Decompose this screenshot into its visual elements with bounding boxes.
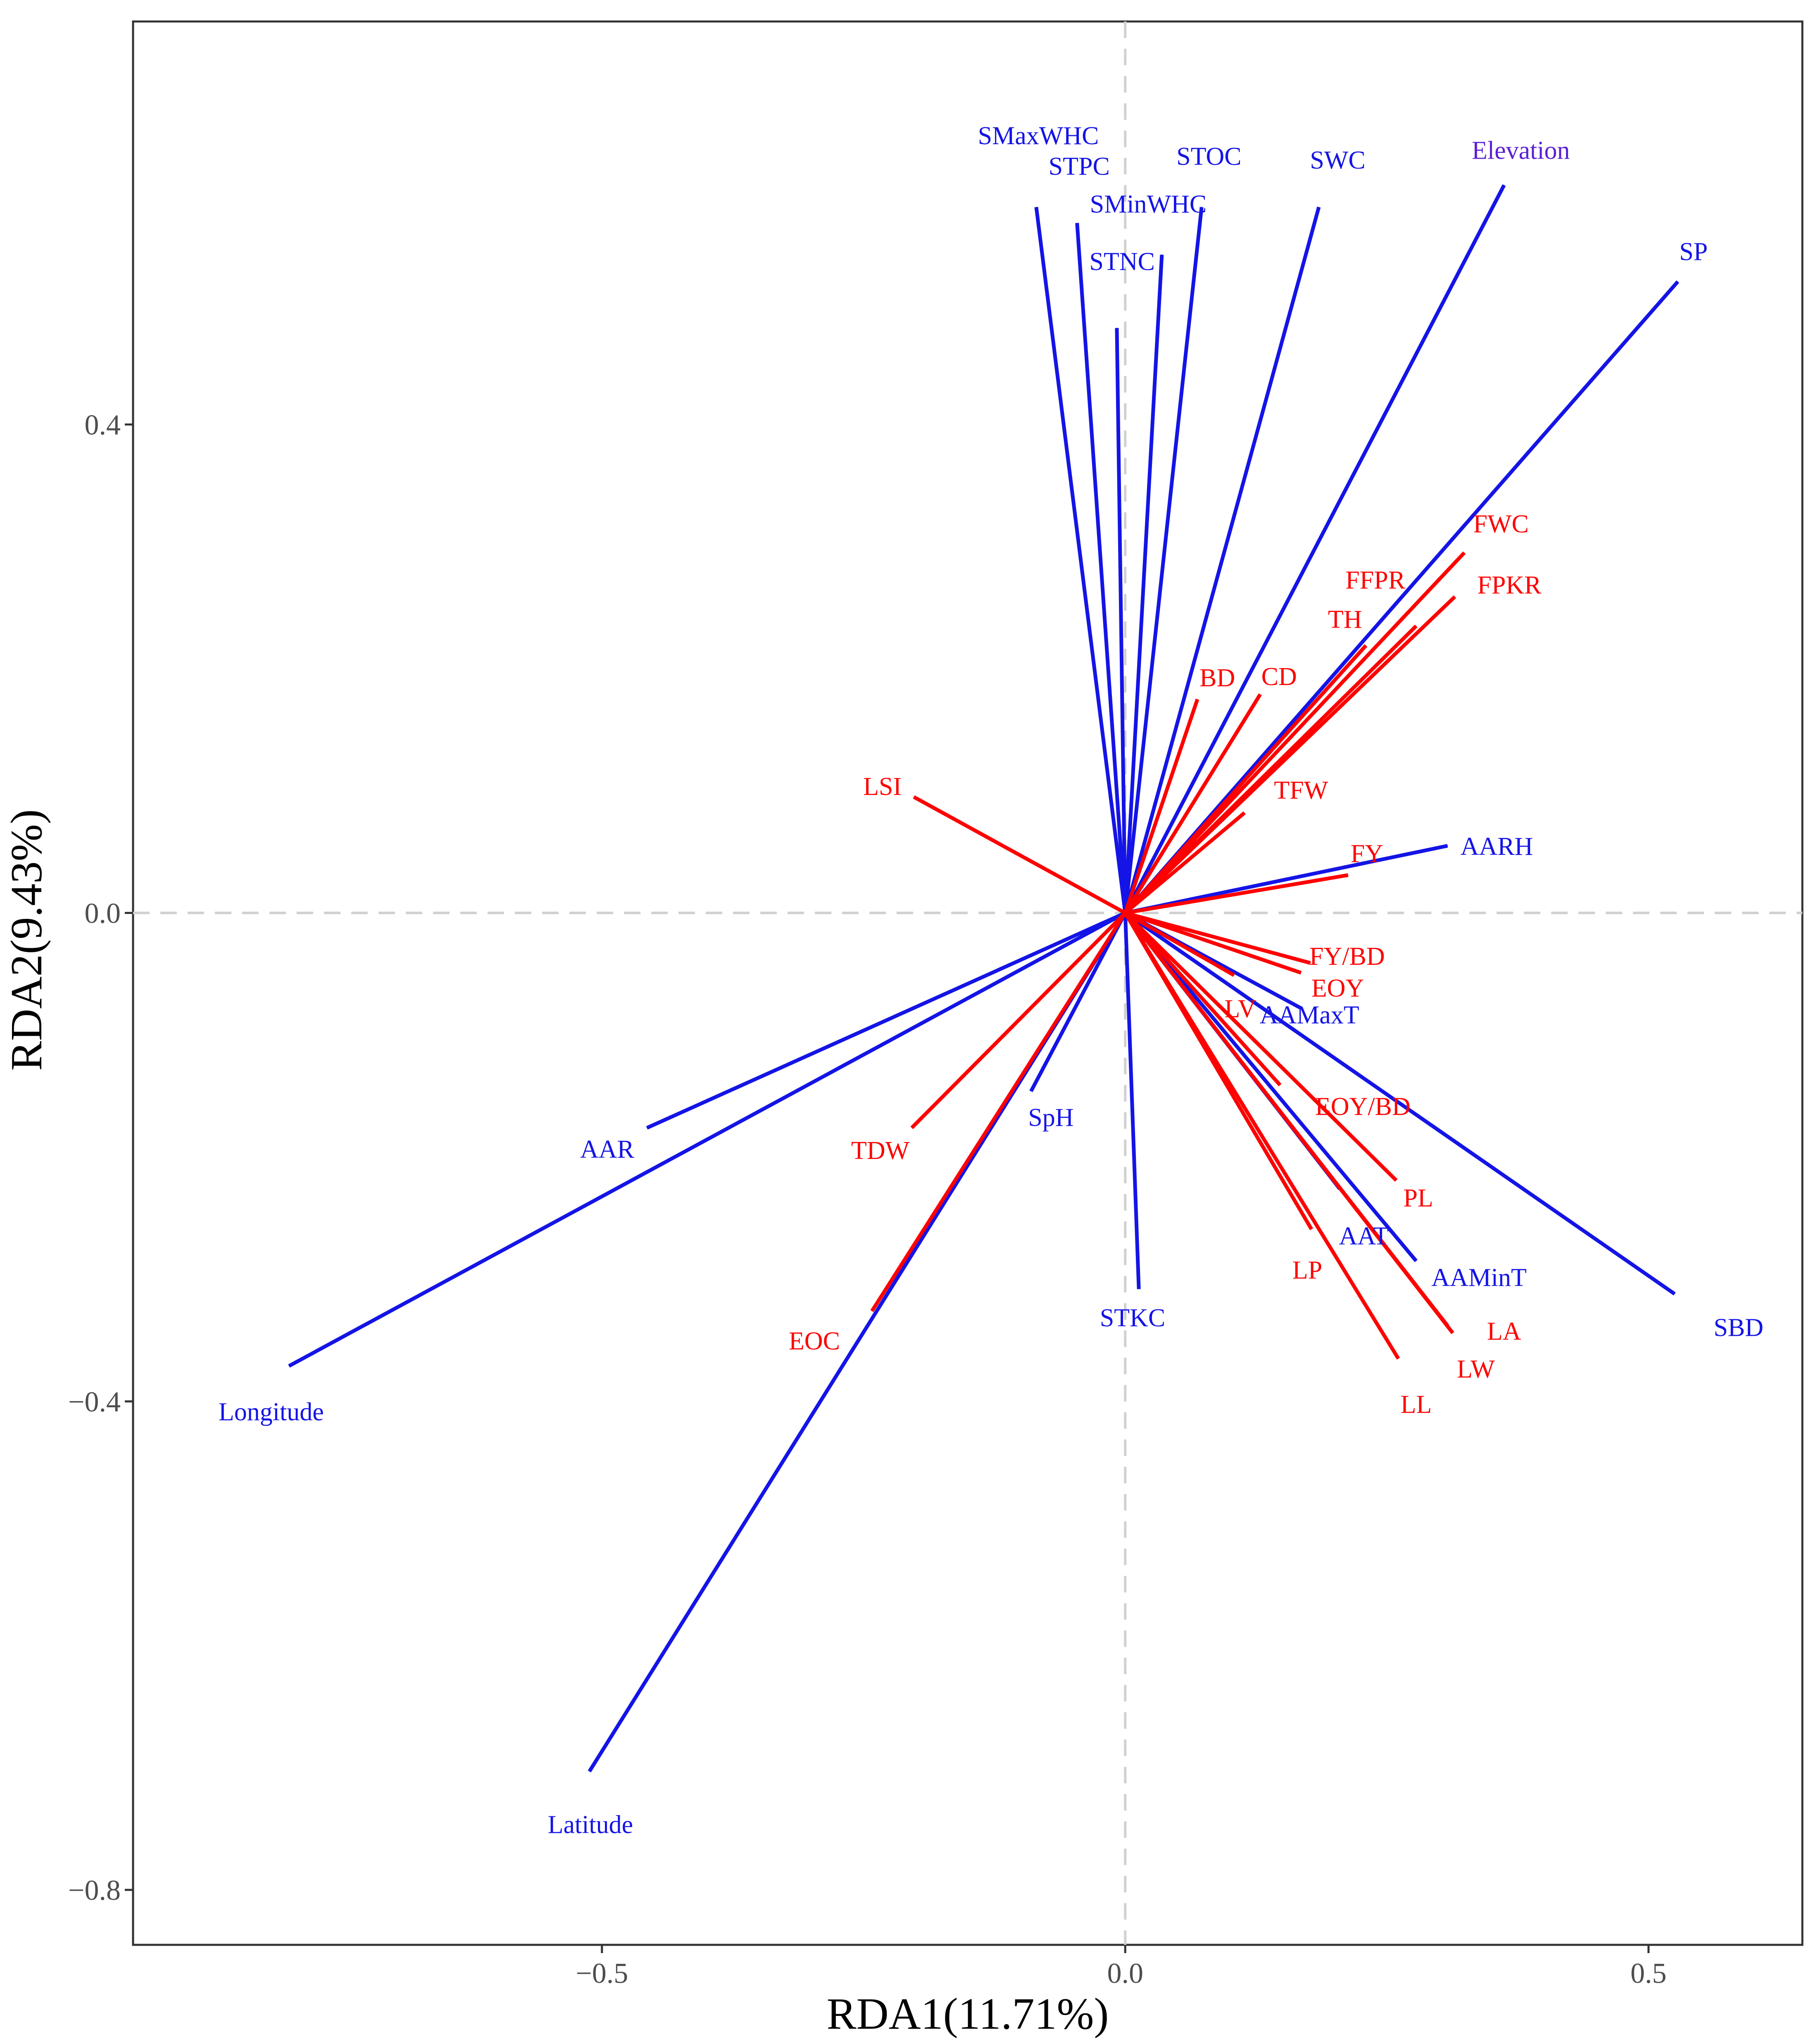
x-tick-label: 0.0 (1107, 1958, 1143, 1989)
vector-label-stpc: STPC (1049, 152, 1110, 181)
y-tick-label: 0.4 (85, 409, 121, 441)
vector-longitude (288, 911, 1126, 1368)
vector-cd (1123, 693, 1262, 914)
vector-label-aat: AAT (1339, 1222, 1389, 1250)
vector-sminwhc (1115, 328, 1127, 913)
vector-label-sp: SP (1679, 238, 1708, 266)
vector-label-fy-bd: FY/BD (1309, 942, 1385, 971)
vector-fy-bd (1125, 911, 1311, 965)
vector-label-bd: BD (1200, 664, 1235, 692)
vector-stoc (1123, 207, 1204, 914)
vector-label-pl: PL (1403, 1184, 1433, 1212)
vector-label-aamint: AAMinT (1431, 1264, 1527, 1292)
vector-elevation (1123, 184, 1506, 914)
vector-label-eoy: EOY (1311, 974, 1364, 1002)
x-tick-label: −0.5 (576, 1958, 628, 1989)
vector-tfw (1124, 811, 1246, 915)
vector-eoy-bd (1123, 911, 1282, 1087)
vector-label-aarh: AARH (1461, 833, 1533, 861)
vector-fpkr (1124, 595, 1457, 914)
vector-label-cd: CD (1261, 663, 1297, 691)
vector-label-latitude: Latitude (548, 1811, 633, 1839)
vector-stkc (1123, 913, 1141, 1289)
vector-label-elevation: Elevation (1472, 136, 1570, 164)
vector-ll (1123, 912, 1400, 1360)
vector-pl (1124, 911, 1398, 1182)
vector-sbd (1124, 911, 1676, 1296)
vector-label-lw: LW (1457, 1355, 1495, 1383)
vector-label-tfw: TFW (1274, 776, 1328, 804)
vector-label-la: LA (1487, 1317, 1521, 1345)
vector-lw (1123, 911, 1449, 1327)
vector-tdw (910, 911, 1127, 1129)
vector-label-stkc: STKC (1100, 1304, 1165, 1332)
vector-lv (1124, 911, 1235, 977)
vector-eoy (1124, 911, 1302, 975)
trait-vectors (870, 551, 1466, 1360)
vector-aar (646, 911, 1126, 1130)
vector-label-ffpr: FFPR (1345, 566, 1405, 595)
vector-label-sminwhc: SMinWHC (1090, 190, 1207, 218)
vector-label-eoy-bd: EOY/BD (1315, 1093, 1411, 1121)
y-tick-label: 0.0 (85, 898, 121, 930)
vector-label-sph: SpH (1028, 1104, 1073, 1132)
vector-bd (1123, 698, 1200, 914)
vector-label-tdw: TDW (851, 1137, 910, 1165)
vector-sp (1123, 280, 1679, 914)
vector-label-lv: LV (1224, 995, 1256, 1023)
vector-label-aar: AAR (580, 1135, 635, 1164)
vector-swc (1123, 207, 1321, 914)
vector-label-swc: SWC (1310, 146, 1365, 174)
y-axis: 0.4 0.0 −0.4 −0.8 (68, 409, 133, 1906)
y-tick-label: −0.4 (68, 1386, 121, 1418)
vector-smaxwhc (1034, 207, 1127, 914)
vector-fy (1125, 873, 1349, 915)
y-tick-label: −0.8 (68, 1875, 121, 1906)
vector-label-eoc: EOC (789, 1327, 840, 1355)
vector-label-smaxwhc: SMaxWHC (978, 122, 1099, 150)
x-tick-label: 0.5 (1630, 1958, 1667, 1989)
vector-label-stnc: STNC (1089, 247, 1154, 276)
vector-stnc (1123, 255, 1164, 913)
x-axis-title: RDA1(11.71%) (827, 1989, 1109, 2039)
vector-label-ll: LL (1400, 1391, 1432, 1419)
x-axis: −0.5 0.0 0.5 (576, 1945, 1666, 1989)
vector-stpc (1075, 223, 1127, 913)
y-axis-title: RDA2(9.43%) (2, 809, 51, 1071)
vector-th (1123, 644, 1368, 914)
vector-label-fwc: FWC (1473, 510, 1528, 538)
vector-label-fpkr: FPKR (1477, 571, 1542, 600)
vector-label-fy: FY (1351, 840, 1383, 868)
vector-label-lp: LP (1292, 1256, 1322, 1285)
vector-aamint (1123, 911, 1418, 1262)
vector-label-lsi: LSI (863, 773, 902, 801)
vector-label-sbd: SBD (1714, 1313, 1764, 1342)
vector-lsi (913, 795, 1126, 915)
vector-label-th: TH (1328, 605, 1362, 633)
vector-sph (1029, 912, 1127, 1092)
vector-label-stoc: STOC (1176, 143, 1241, 171)
vector-aarh (1125, 844, 1447, 915)
vector-label-aamaxt: AAMaxT (1259, 1001, 1359, 1029)
vector-label-longitude: Longitude (219, 1398, 324, 1426)
vector-eoc (870, 912, 1127, 1312)
